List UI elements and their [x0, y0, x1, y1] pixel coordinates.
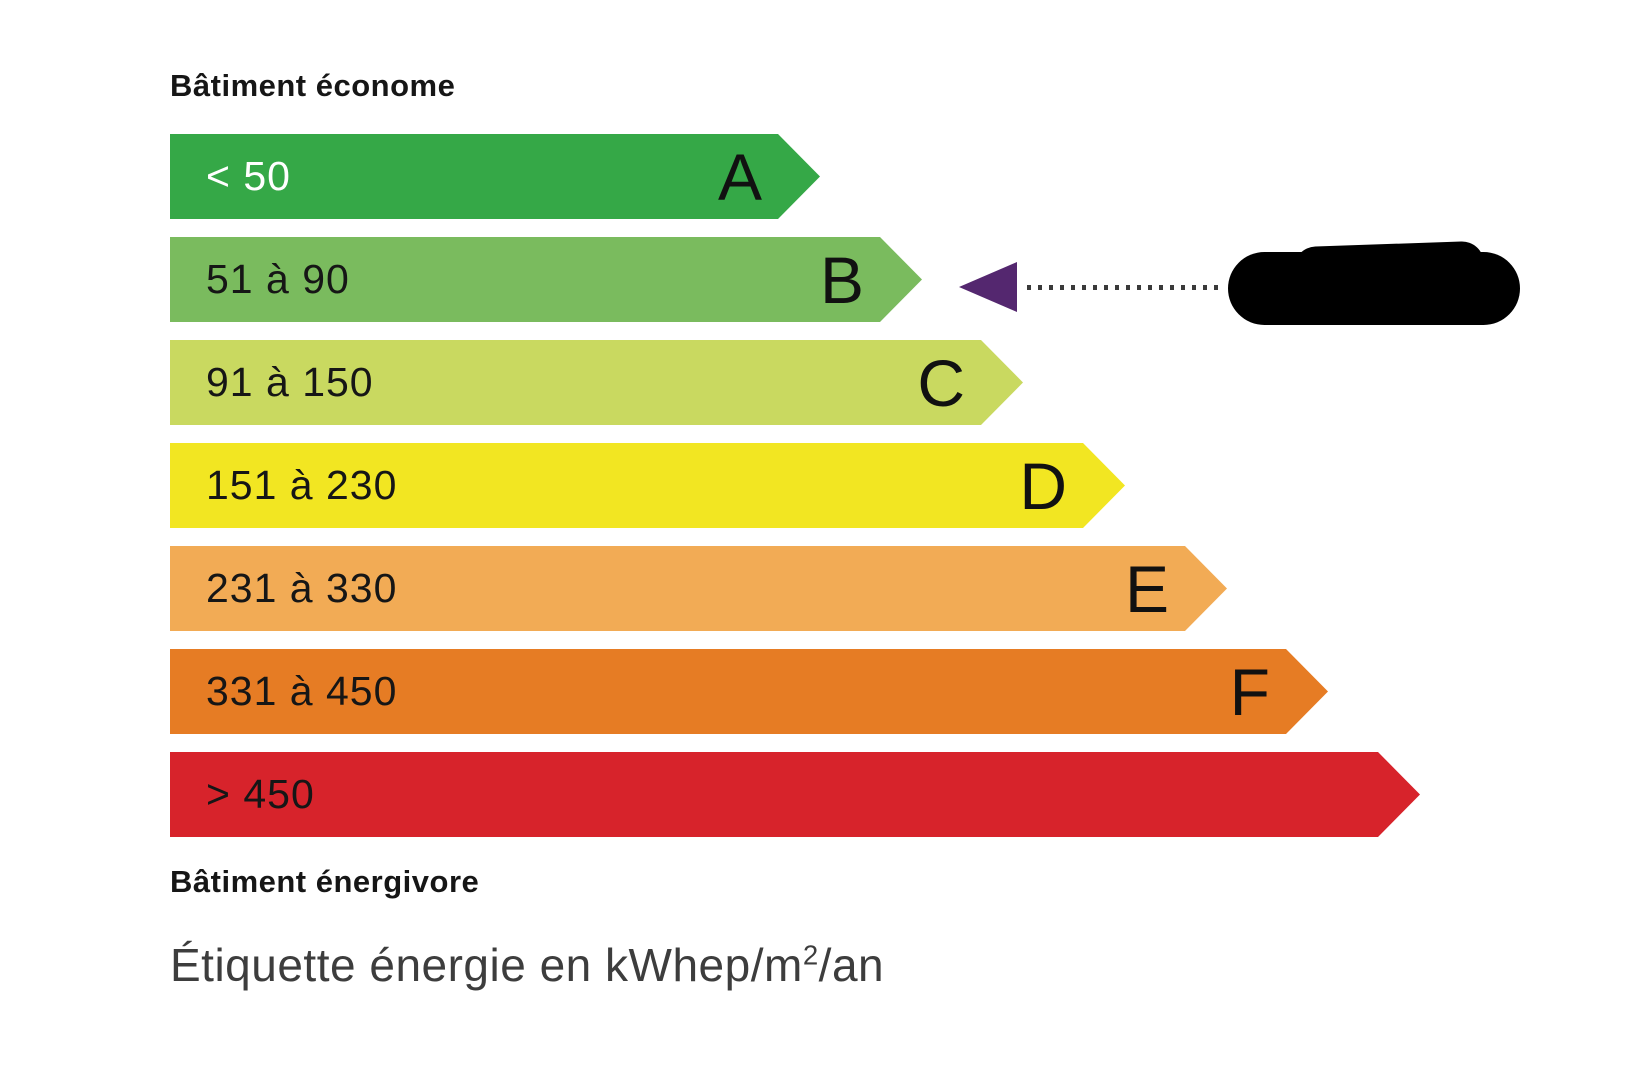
caption-suffix: /an: [818, 939, 885, 991]
bar-range-label: 91 à 150: [206, 359, 374, 405]
bars-container: < 50 A 51 à 90 B 91 à 150 C 151 à 230 D …: [170, 134, 1420, 855]
bar-range-label: < 50: [206, 153, 291, 199]
energy-class-bar: < 50 A: [170, 134, 820, 219]
redacted-value-scribble: [1228, 252, 1520, 325]
energy-hungry-building-label: Bâtiment énergivore: [170, 864, 480, 899]
bar-range-label: 51 à 90: [206, 256, 350, 302]
bar-range-label: 151 à 230: [206, 462, 398, 508]
bar-letter: D: [1019, 448, 1067, 523]
bar-range-label: 231 à 330: [206, 565, 398, 611]
bar-letter: C: [917, 345, 965, 420]
energy-label-caption: Étiquette énergie en kWhep/m2/an: [170, 938, 884, 992]
caption-prefix: Étiquette énergie en kWhep/m: [170, 939, 803, 991]
energy-class-bar: 151 à 230 D: [170, 443, 1125, 528]
bar-letter: A: [717, 139, 762, 214]
bar-range-label: 331 à 450: [206, 668, 398, 714]
economical-building-label: Bâtiment économe: [170, 68, 456, 103]
energy-class-bar: 231 à 330 E: [170, 546, 1227, 631]
marker-arrow-left-icon: [959, 262, 1017, 312]
caption-superscript: 2: [802, 939, 819, 971]
bar-letter: F: [1229, 654, 1270, 729]
energy-class-bar: 91 à 150 C: [170, 340, 1023, 425]
bar-range-label: > 450: [206, 771, 315, 817]
energy-class-bar: > 450: [170, 752, 1420, 837]
marker-dotted-line: [1027, 285, 1223, 290]
bar-letter: E: [1124, 551, 1169, 626]
energy-class-bar: 51 à 90 B: [170, 237, 922, 322]
energy-class-bar: 331 à 450 F: [170, 649, 1328, 734]
bar-letter: B: [819, 242, 864, 317]
